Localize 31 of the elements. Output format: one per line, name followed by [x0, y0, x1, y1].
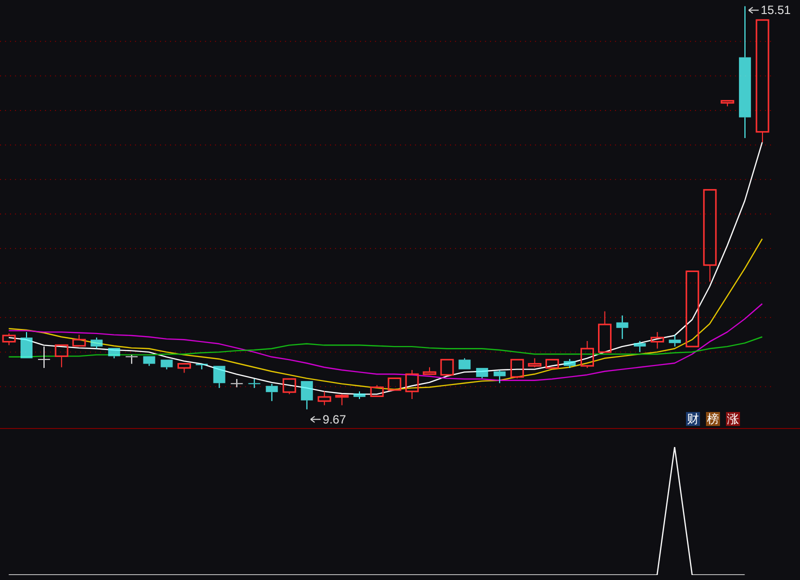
candlestick: [177, 363, 191, 374]
candlestick: [388, 378, 402, 391]
candlestick: [20, 332, 33, 358]
annotation: 榜: [706, 412, 720, 426]
candlestick: [38, 346, 50, 368]
candlestick: [668, 334, 681, 348]
candlestick: [54, 344, 68, 368]
candlestick: [248, 378, 260, 388]
annotation: 15.51: [760, 3, 792, 18]
candlestick: [300, 381, 313, 410]
candlestick: [476, 368, 488, 379]
candlestick: [108, 348, 120, 359]
candlestick: [213, 366, 226, 388]
annotation: 财: [686, 412, 700, 426]
candlestick: [353, 390, 366, 400]
annotation: 9.67: [322, 412, 346, 426]
candlestick: [686, 270, 700, 348]
annotation: 涨: [726, 412, 740, 426]
candlestick: [160, 360, 173, 370]
candlestick: [494, 370, 506, 384]
candlestick: [616, 314, 628, 340]
candlestick: [266, 383, 278, 402]
candlestick: [230, 378, 243, 388]
candlestick: [703, 189, 717, 282]
candlestick: [634, 340, 646, 353]
candlestick: [598, 310, 612, 353]
candlestick: [90, 337, 103, 350]
candlestick: [564, 358, 576, 368]
candlestick: [440, 358, 454, 376]
candlestick: [143, 356, 156, 366]
candlestick: [756, 19, 770, 143]
